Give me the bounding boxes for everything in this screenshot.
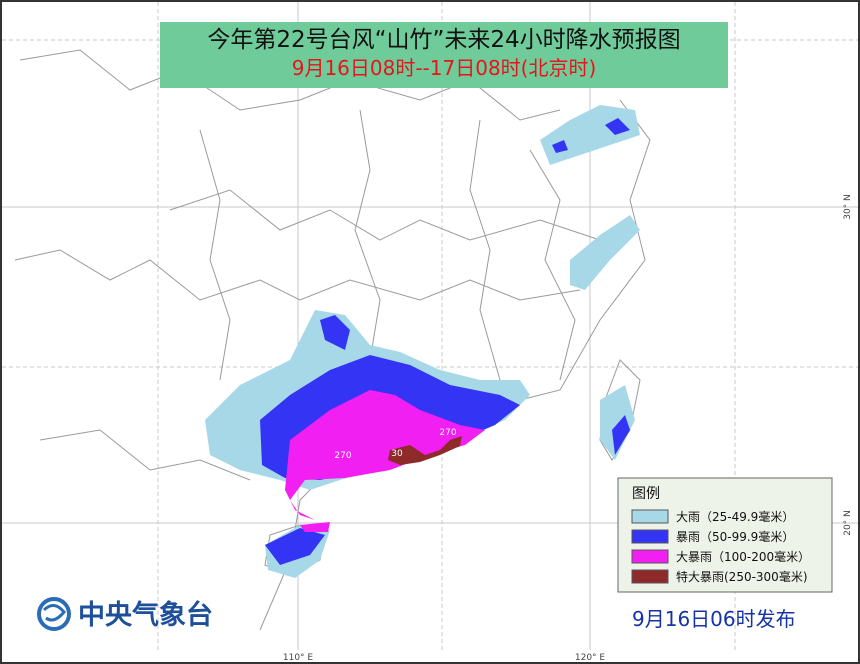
contour-label: 30	[391, 449, 403, 459]
contour-label: 270	[334, 451, 351, 461]
legend-swatch	[631, 529, 669, 544]
rainstorm-area	[265, 528, 325, 565]
legend-label: 暴雨（50-99.9毫米）	[676, 529, 794, 544]
grid-labels: 110° E 120° E 30° N 20° N	[283, 194, 853, 663]
lon-label: 110° E	[283, 653, 314, 663]
lon-label: 120° E	[575, 653, 606, 663]
title-box	[160, 22, 728, 88]
extreme-rain-area	[388, 436, 462, 465]
rainfall-areas	[205, 105, 640, 578]
legend-swatch	[631, 509, 669, 524]
logo	[37, 597, 71, 631]
lat-label: 20° N	[843, 510, 853, 536]
heavy-rainstorm-area	[285, 390, 485, 525]
legend-label: 大雨（25-49.9毫米）	[676, 509, 794, 524]
legend-swatch	[631, 549, 669, 564]
title: 今年第22号台风“山竹”未来24小时降水预报图	[207, 27, 680, 53]
rainstorm-area	[320, 315, 350, 350]
contour-labels: 270 30 270	[334, 428, 456, 461]
legend-swatch	[631, 569, 669, 584]
rainstorm-area	[552, 140, 568, 153]
heavy-rain-area	[600, 385, 635, 460]
rainstorm-area	[612, 415, 630, 455]
issue-time: 9月16日06时发布	[632, 607, 796, 631]
legend-label: 大暴雨（100-200毫米）	[676, 549, 810, 564]
contour-label: 270	[439, 428, 456, 438]
lat-label: 30° N	[843, 194, 853, 220]
heavy-rain-area	[570, 215, 640, 290]
subtitle: 9月16日08时--17日08时(北京时)	[292, 56, 597, 80]
rainstorm-area	[605, 118, 630, 135]
agency-name: 中央气象台	[78, 599, 213, 631]
heavy-rainstorm-area	[300, 522, 330, 532]
legend-label: 特大暴雨(250-300毫米)	[676, 569, 808, 584]
legend-title: 图例	[632, 486, 660, 502]
legend: 图例 大雨（25-49.9毫米） 暴雨（50-99.9毫米） 大暴雨（100-200…	[617, 477, 833, 593]
